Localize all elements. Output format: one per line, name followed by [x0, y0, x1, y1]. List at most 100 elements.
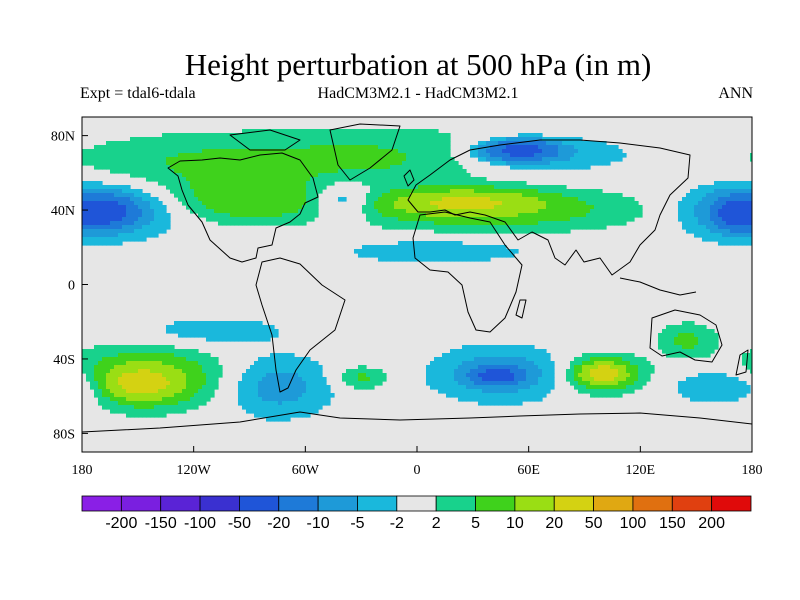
contour-cell [750, 241, 752, 246]
contour-cell [702, 353, 707, 358]
contour-cell [486, 361, 491, 366]
contour-cell [198, 361, 203, 366]
contour-cell [602, 369, 607, 374]
contour-cell [158, 377, 163, 382]
contour-cell [370, 385, 375, 390]
contour-cell [550, 365, 555, 370]
contour-cell [218, 213, 223, 218]
contour-cell [118, 377, 123, 382]
contour-cell [306, 157, 311, 162]
contour-cell [262, 197, 267, 202]
contour-cell [458, 205, 463, 210]
contour-cell [310, 137, 315, 142]
contour-cell [82, 225, 87, 230]
contour-cell [250, 197, 255, 202]
contour-cell [362, 145, 367, 150]
contour-cell [166, 157, 171, 162]
contour-cell [558, 141, 563, 146]
contour-cell [742, 241, 747, 246]
contour-cell [486, 389, 491, 394]
contour-cell [198, 137, 203, 142]
contour-cell [438, 221, 443, 226]
contour-cell [298, 137, 303, 142]
contour-cell [182, 149, 187, 154]
contour-cell [150, 409, 155, 414]
contour-cell [610, 157, 615, 162]
contour-cell [466, 173, 471, 178]
contour-cell [522, 209, 527, 214]
contour-cell [718, 213, 723, 218]
contour-cell [86, 221, 91, 226]
contour-cell [274, 177, 279, 182]
contour-cell [170, 157, 175, 162]
contour-cell [498, 225, 503, 230]
contour-cell [230, 137, 235, 142]
contour-cell [110, 201, 115, 206]
contour-cell [666, 353, 671, 358]
contour-cell [602, 153, 607, 158]
contour-cell [554, 209, 559, 214]
contour-cell [130, 237, 135, 242]
contour-cell [118, 357, 123, 362]
contour-cell [122, 205, 127, 210]
contour-cell [430, 169, 435, 174]
contour-cell [106, 233, 111, 238]
contour-cell [358, 365, 363, 370]
contour-cell [170, 377, 175, 382]
contour-cell [398, 257, 403, 262]
contour-cell [494, 197, 499, 202]
contour-cell [702, 381, 707, 386]
contour-cell [174, 181, 179, 186]
contour-cell [286, 361, 291, 366]
contour-cell [478, 213, 483, 218]
contour-cell [138, 353, 143, 358]
contour-cell [694, 333, 699, 338]
contour-cell [618, 213, 623, 218]
contour-cell [566, 193, 571, 198]
contour-cell [102, 241, 107, 246]
contour-cell [354, 385, 359, 390]
contour-cell [174, 157, 179, 162]
contour-cell [262, 209, 267, 214]
contour-cell [206, 149, 211, 154]
contour-cell [186, 397, 191, 402]
contour-cell [382, 205, 387, 210]
contour-cell [734, 233, 739, 238]
contour-cell [298, 401, 303, 406]
contour-cell [726, 221, 731, 226]
contour-cell [346, 137, 351, 142]
contour-cell [694, 393, 699, 398]
contour-cell [110, 229, 115, 234]
contour-cell [258, 141, 263, 146]
contour-cell [218, 173, 223, 178]
contour-cell [330, 161, 335, 166]
contour-cell [638, 357, 643, 362]
contour-cell [134, 369, 139, 374]
contour-cell [270, 189, 275, 194]
contour-cell [438, 365, 443, 370]
contour-cell [730, 237, 735, 242]
contour-cell [250, 133, 255, 138]
contour-cell [370, 137, 375, 142]
contour-cell [126, 189, 131, 194]
contour-cell [194, 401, 199, 406]
contour-cell [198, 193, 203, 198]
contour-cell [458, 201, 463, 206]
contour-cell [134, 225, 139, 230]
contour-cell [618, 197, 623, 202]
contour-cell [306, 189, 311, 194]
contour-cell [282, 409, 287, 414]
contour-cell [486, 205, 491, 210]
contour-cell [458, 245, 463, 250]
contour-cell [198, 389, 203, 394]
contour-cell [610, 369, 615, 374]
contour-cell [426, 249, 431, 254]
contour-cell [262, 177, 267, 182]
contour-cell [366, 377, 371, 382]
contour-cell [274, 169, 279, 174]
contour-cell [498, 145, 503, 150]
contour-cell [606, 205, 611, 210]
contour-cell [750, 229, 752, 234]
contour-cell [542, 193, 547, 198]
contour-cell [598, 221, 603, 226]
